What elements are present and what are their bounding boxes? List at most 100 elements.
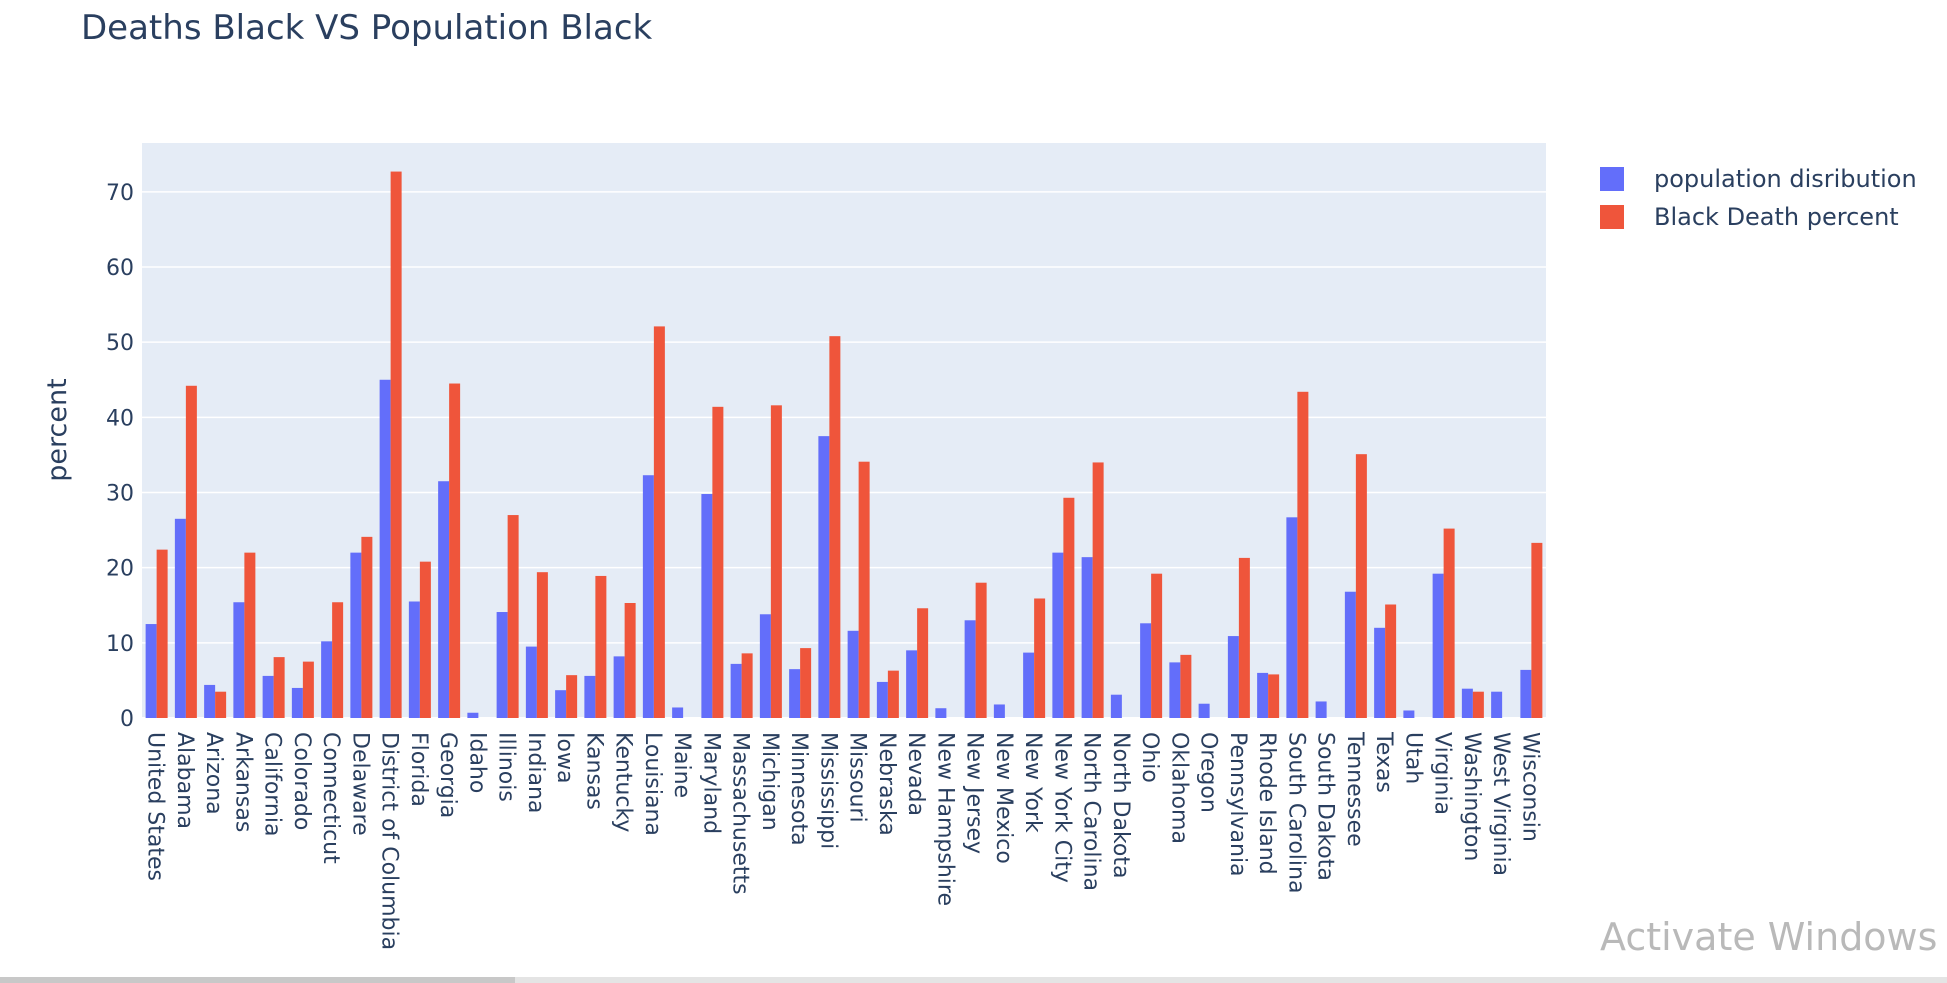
bar-population[interactable] xyxy=(1315,701,1327,718)
bar-death[interactable] xyxy=(302,661,314,718)
bar-population[interactable] xyxy=(1198,703,1210,718)
bar-population[interactable] xyxy=(1520,669,1532,718)
bar-death[interactable] xyxy=(653,326,665,718)
bar-death[interactable] xyxy=(1063,497,1075,718)
legend-item-population[interactable]: population disribution xyxy=(1600,160,1917,198)
bar-death[interactable] xyxy=(361,536,373,718)
bar-death[interactable] xyxy=(1151,573,1163,718)
x-tick-label: South Carolina xyxy=(1283,732,1308,893)
bar-population[interactable] xyxy=(1344,591,1356,718)
bar-population[interactable] xyxy=(438,481,450,718)
bar-death[interactable] xyxy=(770,405,782,718)
bar-death[interactable] xyxy=(536,572,548,718)
bar-death[interactable] xyxy=(1238,557,1250,718)
bar-population[interactable] xyxy=(1491,691,1503,718)
bar-death[interactable] xyxy=(215,691,227,718)
bar-population[interactable] xyxy=(584,675,596,718)
bar-death[interactable] xyxy=(624,603,636,718)
bar-population[interactable] xyxy=(1023,652,1035,718)
bar-population[interactable] xyxy=(174,518,186,718)
bar-death[interactable] xyxy=(1531,542,1543,718)
horizontal-scrollbar[interactable] xyxy=(0,977,1947,983)
bar-population[interactable] xyxy=(993,704,1005,718)
x-tick-label: North Carolina xyxy=(1079,732,1104,891)
bar-death[interactable] xyxy=(800,648,812,718)
bar-death[interactable] xyxy=(595,575,607,718)
bar-death[interactable] xyxy=(566,675,578,718)
bar-death[interactable] xyxy=(975,582,987,718)
bar-death[interactable] xyxy=(1355,454,1367,718)
bar-population[interactable] xyxy=(818,436,830,718)
bar-population[interactable] xyxy=(964,620,976,718)
bar-population[interactable] xyxy=(1257,672,1269,718)
bar-population[interactable] xyxy=(555,690,567,718)
bar-population[interactable] xyxy=(1169,662,1181,718)
bar-population[interactable] xyxy=(1432,573,1444,718)
bar-death[interactable] xyxy=(829,336,841,718)
bar-death[interactable] xyxy=(332,602,344,718)
bar-death[interactable] xyxy=(1034,598,1046,718)
bar-population[interactable] xyxy=(1081,557,1093,718)
bar-death[interactable] xyxy=(741,653,753,718)
bar-population[interactable] xyxy=(467,712,479,718)
x-tick-label: Iowa xyxy=(552,732,577,783)
x-tick-label: Michigan xyxy=(757,732,782,831)
bar-population[interactable] xyxy=(642,475,654,718)
bar-population[interactable] xyxy=(730,663,742,718)
bar-population[interactable] xyxy=(262,675,274,718)
bar-death[interactable] xyxy=(858,461,870,718)
bar-death[interactable] xyxy=(273,657,285,718)
bar-population[interactable] xyxy=(1140,623,1152,718)
bar-population[interactable] xyxy=(204,684,216,718)
bar-death[interactable] xyxy=(390,171,402,719)
bar-death[interactable] xyxy=(185,385,197,718)
bar-death[interactable] xyxy=(156,549,168,718)
x-tick-label: New Hampshire xyxy=(932,732,957,906)
bar-population[interactable] xyxy=(321,641,333,718)
bar-population[interactable] xyxy=(613,656,625,718)
bar-death[interactable] xyxy=(1092,462,1104,718)
bar-population[interactable] xyxy=(935,708,947,718)
bar-death[interactable] xyxy=(449,383,461,718)
x-tick-label: Connecticut xyxy=(318,732,343,864)
bar-population[interactable] xyxy=(1461,688,1473,718)
x-tick-label: Louisiana xyxy=(640,732,665,836)
bar-death[interactable] xyxy=(1472,691,1484,718)
bar-population[interactable] xyxy=(408,601,420,718)
bar-population[interactable] xyxy=(1110,694,1122,718)
bar-population[interactable] xyxy=(1286,517,1298,718)
scrollbar-thumb[interactable] xyxy=(0,977,515,983)
bar-death[interactable] xyxy=(507,515,519,718)
bar-population[interactable] xyxy=(847,630,859,718)
bar-death[interactable] xyxy=(1268,674,1280,718)
bar-population[interactable] xyxy=(1052,552,1064,718)
bar-population[interactable] xyxy=(145,624,157,718)
bar-population[interactable] xyxy=(1227,636,1239,718)
bar-death[interactable] xyxy=(1443,528,1455,718)
legend[interactable]: population disribution Black Death perce… xyxy=(1600,160,1917,236)
bar-death[interactable] xyxy=(1180,654,1192,718)
x-tick-label: Ohio xyxy=(1137,732,1162,783)
bar-death[interactable] xyxy=(917,608,929,718)
bar-population[interactable] xyxy=(379,379,391,718)
bar-population[interactable] xyxy=(1403,710,1415,718)
bar-population[interactable] xyxy=(876,681,888,718)
bar-population[interactable] xyxy=(672,707,684,718)
bar-population[interactable] xyxy=(906,650,918,718)
bar-population[interactable] xyxy=(525,646,537,718)
bar-population[interactable] xyxy=(350,552,362,718)
bar-population[interactable] xyxy=(759,614,771,718)
bar-death[interactable] xyxy=(1385,604,1397,718)
bar-death[interactable] xyxy=(887,670,899,718)
legend-item-death[interactable]: Black Death percent xyxy=(1600,198,1917,236)
bar-death[interactable] xyxy=(419,561,431,718)
bar-death[interactable] xyxy=(1297,391,1309,718)
bar-death[interactable] xyxy=(244,552,256,718)
bar-population[interactable] xyxy=(496,612,508,718)
bar-population[interactable] xyxy=(789,669,801,718)
bar-population[interactable] xyxy=(233,602,245,718)
bar-population[interactable] xyxy=(291,687,303,718)
bar-population[interactable] xyxy=(1374,627,1386,718)
bar-death[interactable] xyxy=(712,406,724,718)
bar-population[interactable] xyxy=(701,494,713,718)
